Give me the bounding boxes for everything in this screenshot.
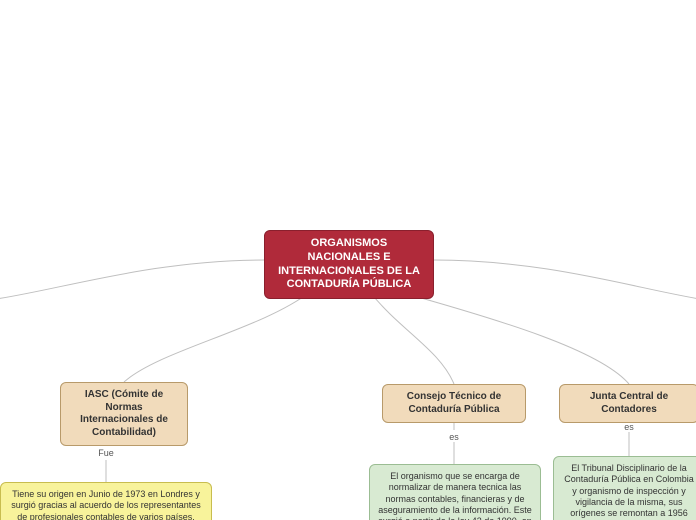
mindmap-canvas: ORGANISMOS NACIONALES E INTERNACIONALES … bbox=[0, 0, 696, 520]
branch-ctcp[interactable]: Consejo Técnico de Contaduría Pública bbox=[382, 384, 526, 423]
rel-jcc: es bbox=[624, 422, 634, 432]
branch-iasc[interactable]: IASC (Cómite de Normas Internacionales d… bbox=[60, 382, 188, 446]
leaf-jcc[interactable]: El Tribunal Disciplinario de la Contadur… bbox=[553, 456, 696, 520]
rel-ctcp: es bbox=[449, 432, 459, 442]
leaf-ctcp[interactable]: El organismo que se encarga de normaliza… bbox=[369, 464, 541, 520]
root-node[interactable]: ORGANISMOS NACIONALES E INTERNACIONALES … bbox=[264, 230, 434, 299]
rel-iasc: Fue bbox=[98, 448, 114, 458]
branch-jcc[interactable]: Junta Central de Contadores bbox=[559, 384, 696, 423]
leaf-iasc[interactable]: Tiene su origen en Junio de 1973 en Lond… bbox=[0, 482, 212, 520]
